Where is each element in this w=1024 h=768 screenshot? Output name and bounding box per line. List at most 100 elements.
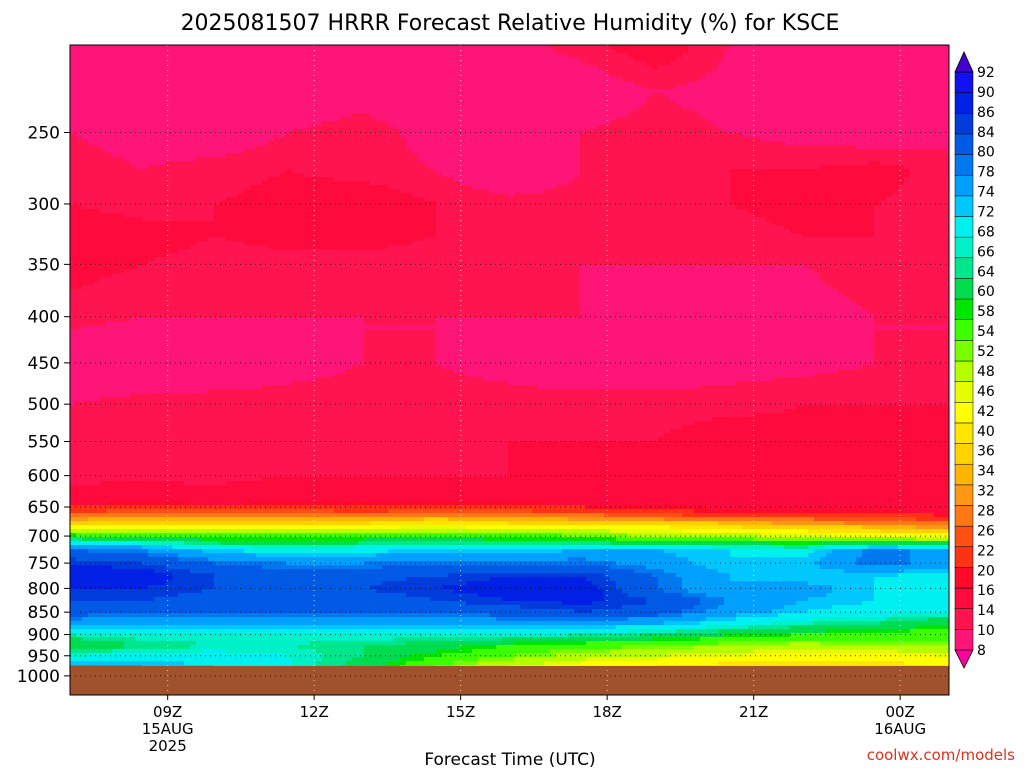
rh-cell	[910, 117, 917, 122]
rh-cell	[142, 177, 149, 182]
rh-cell	[628, 105, 635, 110]
rh-cell	[742, 97, 749, 102]
rh-cell	[820, 161, 827, 166]
rh-cell	[352, 101, 359, 106]
rh-cell	[616, 113, 623, 118]
rh-cell	[400, 89, 407, 94]
rh-cell	[904, 169, 911, 174]
rh-cell	[916, 93, 923, 98]
rh-cell	[418, 153, 425, 158]
rh-cell	[928, 169, 935, 174]
rh-cell	[280, 165, 287, 170]
rh-cell	[388, 97, 395, 102]
rh-cell	[934, 157, 941, 162]
rh-cell	[778, 117, 785, 122]
rh-cell	[922, 133, 929, 138]
rh-cell	[754, 117, 761, 122]
rh-cell	[922, 149, 929, 154]
rh-cell	[328, 97, 335, 102]
rh-cell	[478, 49, 485, 54]
rh-cell	[802, 101, 809, 106]
rh-cell	[370, 49, 377, 54]
rh-cell	[730, 53, 737, 58]
rh-cell	[826, 133, 833, 138]
rh-cell	[412, 137, 419, 142]
rh-cell	[610, 125, 617, 130]
rh-cell	[154, 125, 161, 130]
rh-cell	[412, 149, 419, 154]
rh-cell	[370, 101, 377, 106]
rh-cell	[508, 65, 515, 70]
rh-cell	[202, 69, 209, 74]
rh-cell	[544, 45, 551, 50]
rh-cell	[934, 57, 941, 62]
rh-cell	[898, 161, 905, 166]
rh-cell	[784, 153, 791, 158]
rh-cell	[250, 77, 257, 82]
rh-cell	[256, 173, 263, 178]
rh-cell	[196, 113, 203, 118]
rh-cell	[784, 141, 791, 146]
rh-cell	[760, 105, 767, 110]
rh-cell	[922, 161, 929, 166]
rh-cell	[766, 53, 773, 58]
rh-cell	[808, 129, 815, 134]
rh-cell	[862, 165, 869, 170]
rh-cell	[412, 173, 419, 178]
rh-cell	[934, 69, 941, 74]
rh-cell	[778, 73, 785, 78]
rh-cell	[160, 109, 167, 114]
rh-cell	[496, 173, 503, 178]
rh-cell	[364, 61, 371, 66]
rh-cell	[850, 161, 857, 166]
rh-cell	[376, 101, 383, 106]
rh-cell	[712, 97, 719, 102]
rh-cell	[502, 61, 509, 66]
rh-cell	[910, 125, 917, 130]
rh-cell	[424, 121, 431, 126]
rh-cell	[532, 153, 539, 158]
rh-cell	[88, 97, 95, 102]
rh-cell	[304, 45, 311, 50]
rh-cell	[418, 161, 425, 166]
rh-cell	[244, 77, 251, 82]
rh-cell	[382, 45, 389, 50]
rh-cell	[424, 113, 431, 118]
rh-cell	[574, 137, 581, 142]
rh-cell	[334, 85, 341, 90]
rh-cell	[214, 133, 221, 138]
rh-cell	[280, 137, 287, 142]
rh-cell	[676, 169, 683, 174]
rh-cell	[424, 57, 431, 62]
rh-cell	[304, 149, 311, 154]
rh-cell	[892, 61, 899, 66]
rh-cell	[70, 93, 77, 98]
rh-cell	[802, 133, 809, 138]
rh-cell	[538, 45, 545, 50]
rh-cell	[190, 133, 197, 138]
rh-cell	[550, 117, 557, 122]
rh-cell	[118, 49, 125, 54]
rh-cell	[154, 49, 161, 54]
rh-cell	[250, 153, 257, 158]
rh-cell	[184, 169, 191, 174]
rh-cell	[682, 81, 689, 86]
rh-cell	[520, 85, 527, 90]
rh-cell	[898, 125, 905, 130]
rh-cell	[142, 165, 149, 170]
rh-cell	[310, 101, 317, 106]
rh-cell	[892, 169, 899, 174]
rh-cell	[226, 173, 233, 178]
rh-cell	[904, 125, 911, 130]
rh-cell	[274, 69, 281, 74]
rh-cell	[940, 141, 947, 146]
rh-cell	[634, 121, 641, 126]
rh-cell	[490, 113, 497, 118]
rh-cell	[928, 53, 935, 58]
rh-cell	[280, 149, 287, 154]
rh-cell	[874, 109, 881, 114]
rh-cell	[916, 85, 923, 90]
rh-cell	[508, 57, 515, 62]
rh-cell	[436, 137, 443, 142]
rh-cell	[124, 149, 131, 154]
